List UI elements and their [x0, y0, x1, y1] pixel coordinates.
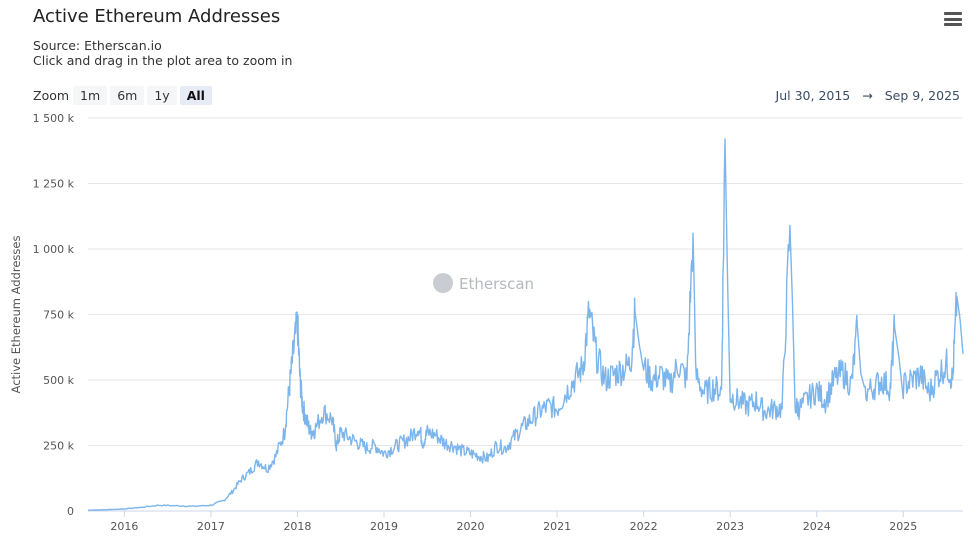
y-tick-label: 750 k: [43, 309, 74, 322]
x-tick-label: 2025: [889, 520, 917, 533]
date-range: Jul 30, 2015 → Sep 9, 2025: [776, 88, 960, 103]
zoom-1y-button[interactable]: 1y: [147, 86, 177, 105]
zoom-6m-button[interactable]: 6m: [110, 86, 145, 105]
menu-bar-icon: [944, 17, 962, 21]
y-tick-label: 1 250 k: [33, 178, 75, 191]
y-tick-label: 1 500 k: [33, 112, 75, 125]
etherscan-logo-icon: [433, 273, 453, 293]
y-tick-label: 250 k: [43, 440, 74, 453]
x-tick-label: 2016: [110, 520, 138, 533]
x-tick-label: 2023: [716, 520, 744, 533]
series-line: [88, 138, 964, 511]
zoom-1m-button[interactable]: 1m: [73, 86, 108, 105]
x-tick-label: 2020: [457, 520, 485, 533]
chart-source: Source: Etherscan.io: [33, 38, 162, 53]
x-tick-label: 2024: [803, 520, 831, 533]
y-axis-label: Active Ethereum Addresses: [9, 236, 23, 394]
x-tick-label: 2019: [370, 520, 398, 533]
watermark-text: Etherscan: [459, 275, 534, 293]
y-tick-label: 0: [67, 505, 74, 518]
zoom-label: Zoom: [33, 88, 70, 103]
range-arrow: →: [862, 88, 873, 103]
x-tick-label: 2018: [283, 520, 311, 533]
x-tick-label: 2017: [197, 520, 225, 533]
x-tick-label: 2021: [543, 520, 571, 533]
x-tick-label: 2022: [630, 520, 658, 533]
etherscan-watermark: Etherscan: [433, 273, 534, 293]
chart-hint: Click and drag in the plot area to zoom …: [33, 53, 293, 68]
range-from[interactable]: Jul 30, 2015: [775, 88, 851, 103]
y-tick-label: 500 k: [43, 374, 74, 387]
menu-bar-icon: [944, 23, 962, 26]
zoom-selector: Zoom 1m 6m 1y All: [33, 85, 215, 106]
y-tick-label: 1 000 k: [33, 243, 75, 256]
chart-menu-button[interactable]: [944, 12, 962, 26]
zoom-all-button[interactable]: All: [179, 86, 212, 105]
range-to[interactable]: Sep 9, 2025: [884, 88, 960, 103]
menu-bar-icon: [944, 12, 962, 15]
chart-title: Active Ethereum Addresses: [33, 6, 281, 27]
